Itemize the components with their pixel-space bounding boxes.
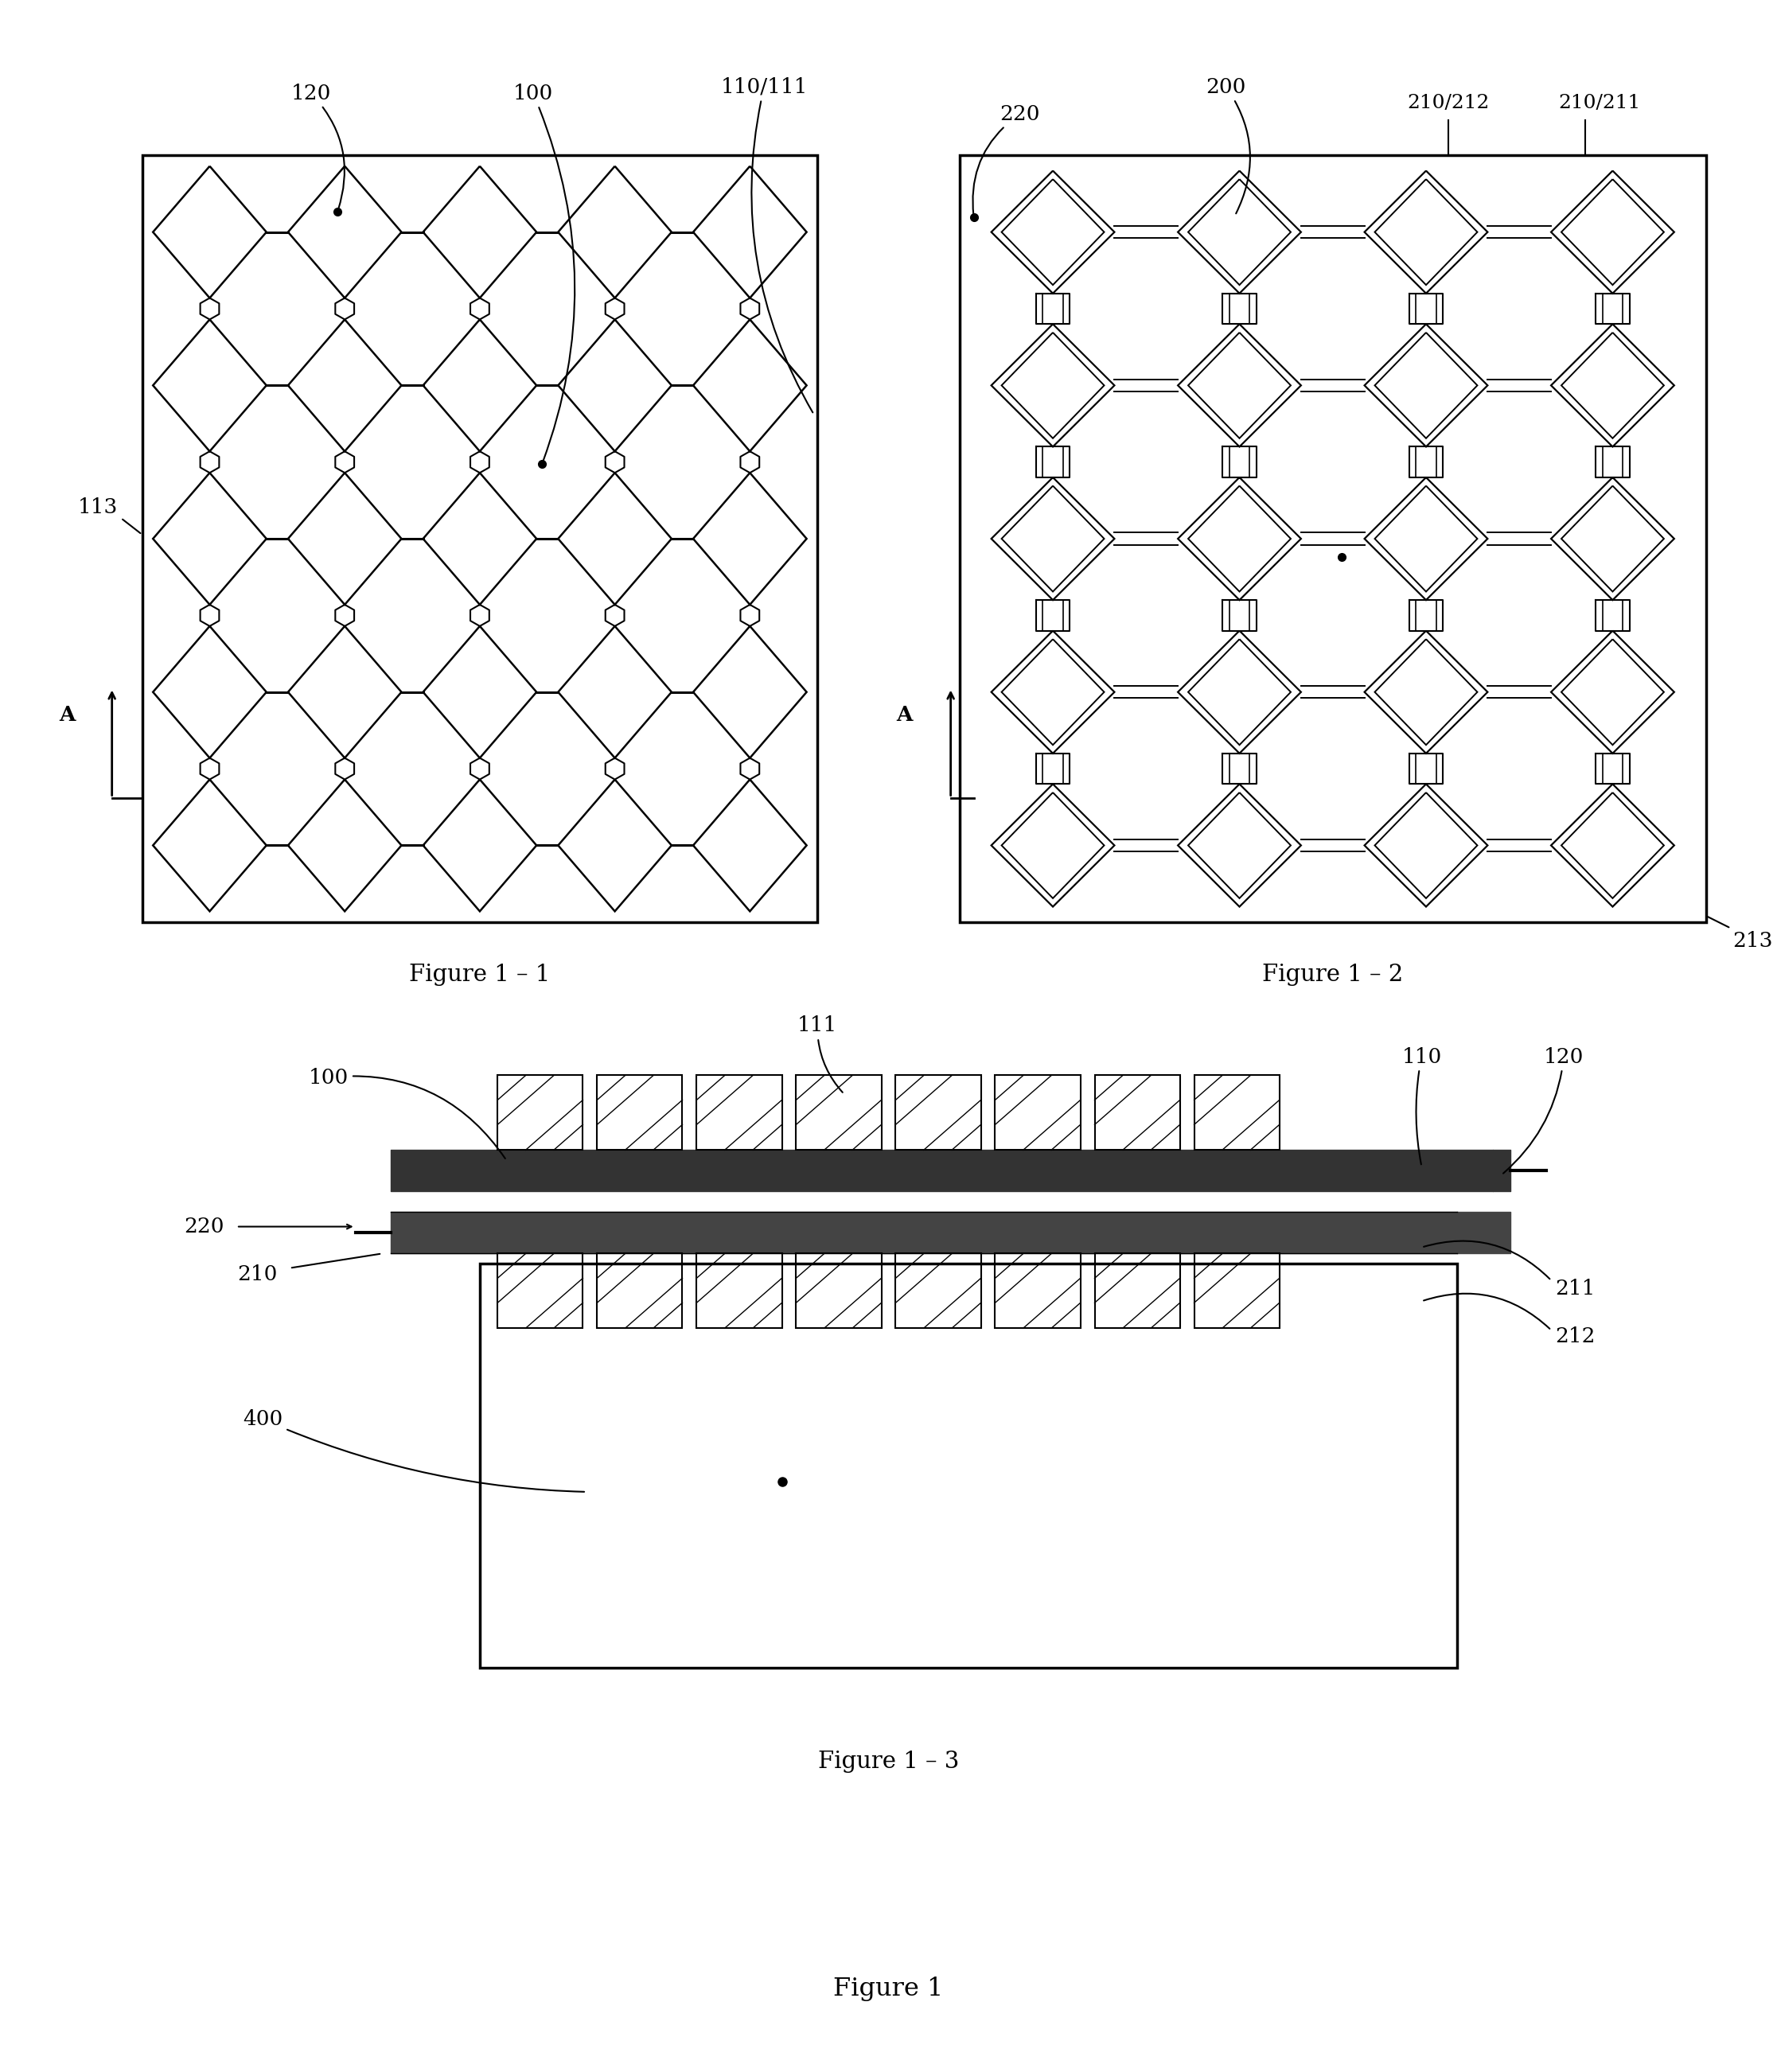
- Text: A: A: [896, 704, 913, 725]
- Polygon shape: [498, 1075, 583, 1150]
- Polygon shape: [1095, 1075, 1180, 1150]
- Text: 210/211: 210/211: [1558, 93, 1640, 112]
- Polygon shape: [796, 1075, 881, 1150]
- Text: 220: 220: [185, 1216, 224, 1237]
- Text: 211: 211: [1555, 1278, 1596, 1299]
- Text: 210: 210: [238, 1264, 277, 1285]
- Polygon shape: [1194, 1075, 1279, 1150]
- Text: Figure 1 – 3: Figure 1 – 3: [817, 1751, 960, 1774]
- Polygon shape: [597, 1254, 682, 1328]
- Text: 212: 212: [1555, 1326, 1596, 1347]
- Polygon shape: [995, 1075, 1080, 1150]
- Polygon shape: [697, 1075, 782, 1150]
- Polygon shape: [597, 1075, 682, 1150]
- Polygon shape: [796, 1254, 881, 1328]
- Text: 213: 213: [1733, 930, 1773, 951]
- Text: 110: 110: [1402, 1046, 1441, 1164]
- Polygon shape: [1095, 1254, 1180, 1328]
- Text: 110/111: 110/111: [721, 77, 812, 412]
- Text: 210/212: 210/212: [1407, 93, 1489, 112]
- Text: 400: 400: [243, 1409, 585, 1492]
- Polygon shape: [697, 1254, 782, 1328]
- Polygon shape: [896, 1254, 981, 1328]
- Polygon shape: [896, 1075, 981, 1150]
- Polygon shape: [1194, 1254, 1279, 1328]
- Polygon shape: [995, 1254, 1080, 1328]
- Text: Figure 1 – 1: Figure 1 – 1: [409, 963, 551, 986]
- Text: A: A: [59, 704, 76, 725]
- Text: 100: 100: [514, 83, 574, 462]
- Polygon shape: [498, 1254, 583, 1328]
- Text: 120: 120: [1503, 1046, 1583, 1173]
- Text: 100: 100: [309, 1067, 505, 1158]
- Text: 111: 111: [798, 1015, 842, 1092]
- Text: 220: 220: [972, 104, 1040, 215]
- Text: 120: 120: [291, 83, 345, 209]
- Text: Figure 1: Figure 1: [833, 1977, 944, 2002]
- Text: Figure 1 – 2: Figure 1 – 2: [1262, 963, 1404, 986]
- Text: 113: 113: [78, 497, 117, 518]
- Text: 200: 200: [1207, 77, 1249, 213]
